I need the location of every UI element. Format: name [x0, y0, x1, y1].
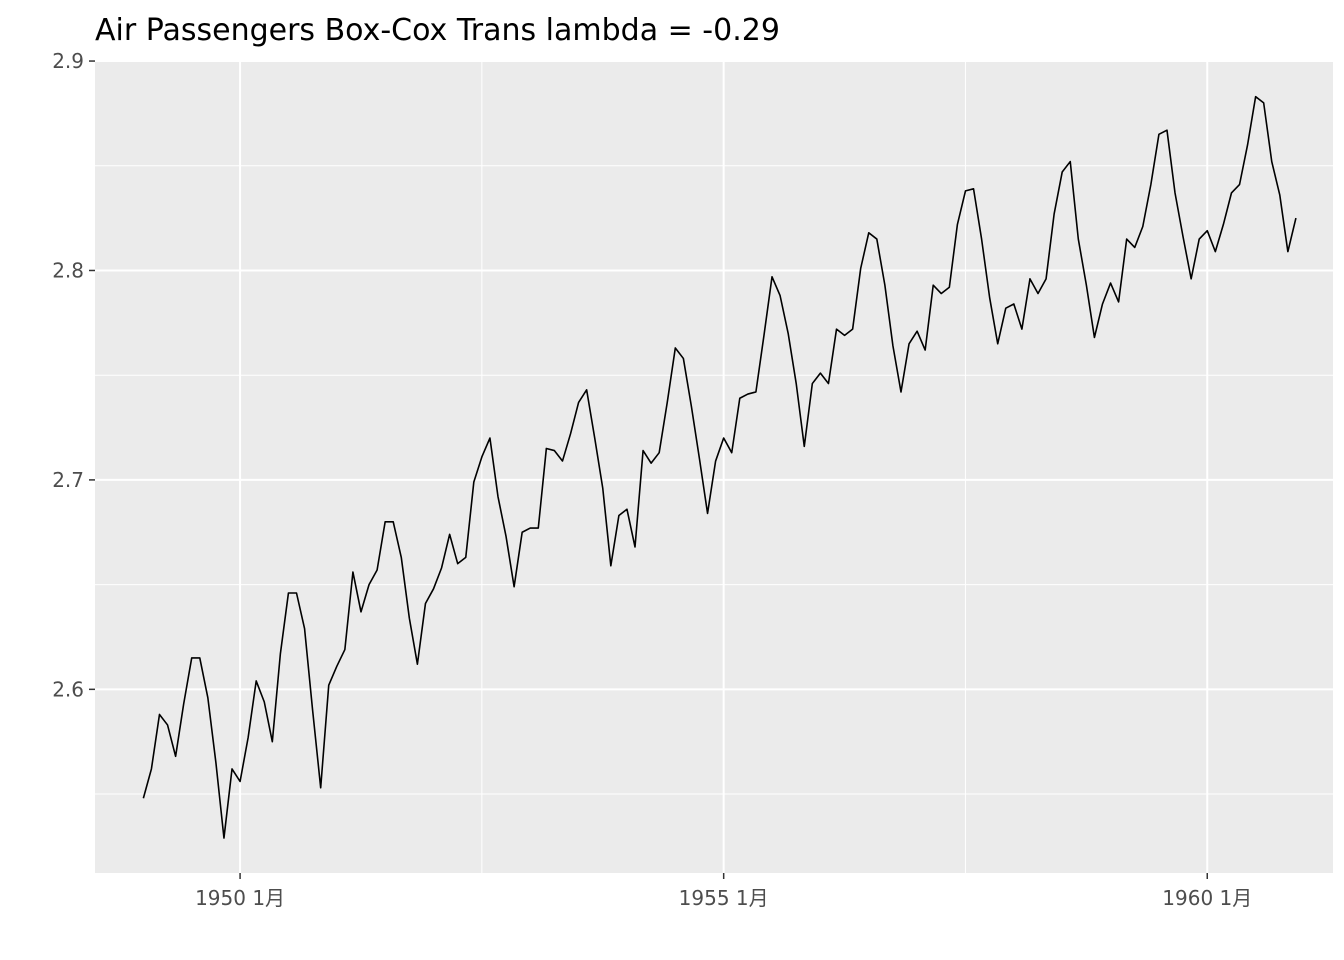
chart-title: Air Passengers Box-Cox Trans lambda = -0… — [95, 13, 780, 48]
x-tick-label: 1960 1月 — [1162, 886, 1252, 910]
y-tick-label: 2.6 — [52, 677, 84, 701]
y-tick-label: 2.9 — [52, 49, 84, 73]
axis-tick-labels: 1950 1月 1955 1月 1960 1月 2.6 2.7 2.8 2.9 — [52, 49, 1252, 910]
y-tick-label: 2.8 — [52, 258, 84, 282]
y-tick-label: 2.7 — [52, 468, 84, 492]
gridlines — [95, 60, 1333, 873]
series-line — [142, 95, 1297, 839]
axis-ticks — [89, 60, 1209, 879]
x-tick-label: 1950 1月 — [195, 886, 285, 910]
x-tick-label: 1955 1月 — [679, 886, 769, 910]
